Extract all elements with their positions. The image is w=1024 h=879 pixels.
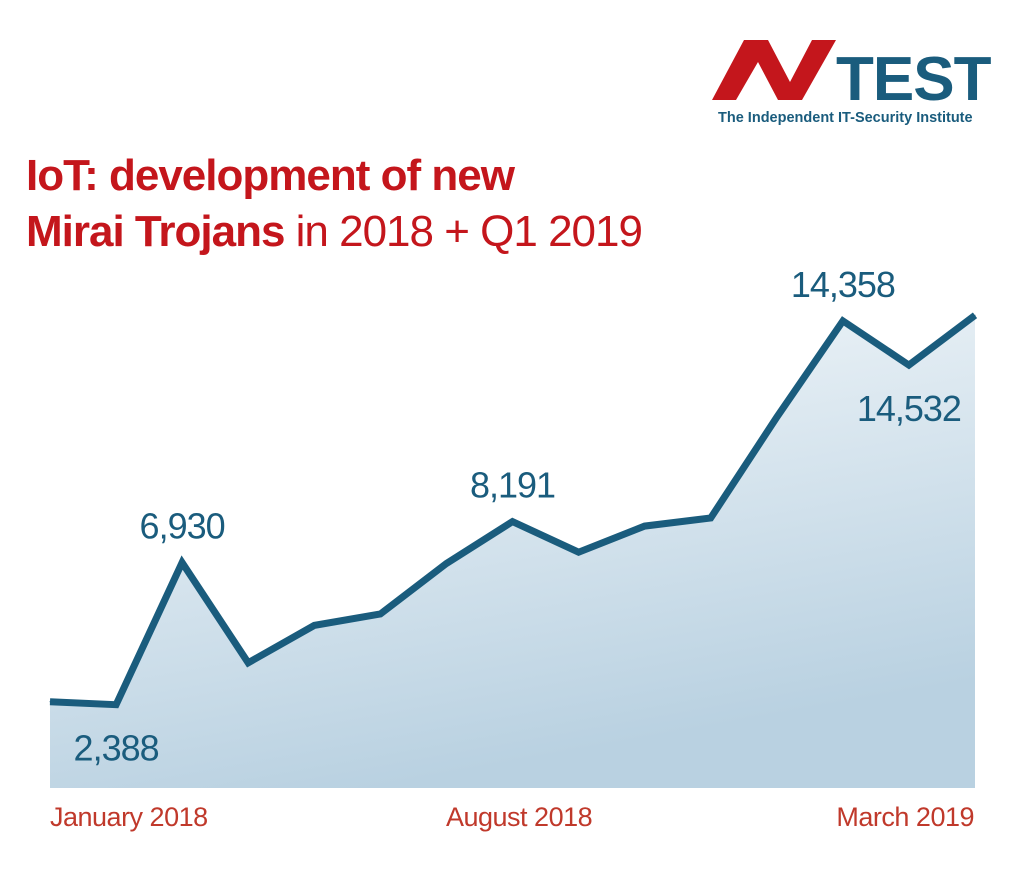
chart-title-emphasis: Mirai Trojans — [26, 207, 284, 256]
data-point-8 — [578, 551, 580, 553]
data-point-1 — [115, 704, 117, 706]
data-point-13 — [908, 364, 910, 366]
data-point-7 — [512, 521, 513, 523]
data-point-2 — [181, 562, 183, 564]
data-point-11 — [776, 416, 778, 418]
data-point-12 — [842, 320, 844, 322]
chart-title-line-2: Mirai Trojans in 2018 + Q1 2019 — [26, 207, 642, 256]
data-label-2: 6,930 — [140, 506, 225, 547]
x-label-january-2018: January 2018 — [50, 802, 208, 832]
chart-title-period: in 2018 + Q1 2019 — [284, 207, 642, 256]
data-point-3 — [247, 662, 249, 664]
data-label-1: 2,388 — [74, 728, 159, 769]
logo-av-mark — [712, 40, 836, 100]
data-label-12: 14,358 — [791, 264, 895, 305]
data-point-5 — [379, 613, 381, 615]
data-point-4 — [313, 624, 315, 626]
data-point-0 — [49, 701, 51, 703]
chart-title-line-1: IoT: development of new — [26, 151, 516, 200]
data-label-7: 8,191 — [470, 465, 555, 506]
logo-tagline: The Independent IT-Security Institute — [718, 110, 973, 126]
data-point-9 — [644, 525, 646, 527]
data-point-6 — [445, 563, 447, 564]
plot-area: 2,388 6,930 8,191 14,358 14,532 — [49, 264, 978, 788]
data-point-10 — [710, 517, 712, 519]
area-fill — [50, 315, 975, 788]
x-label-march-2019: March 2019 — [836, 802, 974, 832]
logo-test-text: TEST — [836, 45, 992, 114]
data-label-13: 14,532 — [857, 388, 961, 429]
data-point-14 — [974, 314, 976, 316]
x-label-august-2018: August 2018 — [446, 802, 592, 832]
avtest-logo: TEST The Independent IT-Security Institu… — [712, 40, 993, 126]
